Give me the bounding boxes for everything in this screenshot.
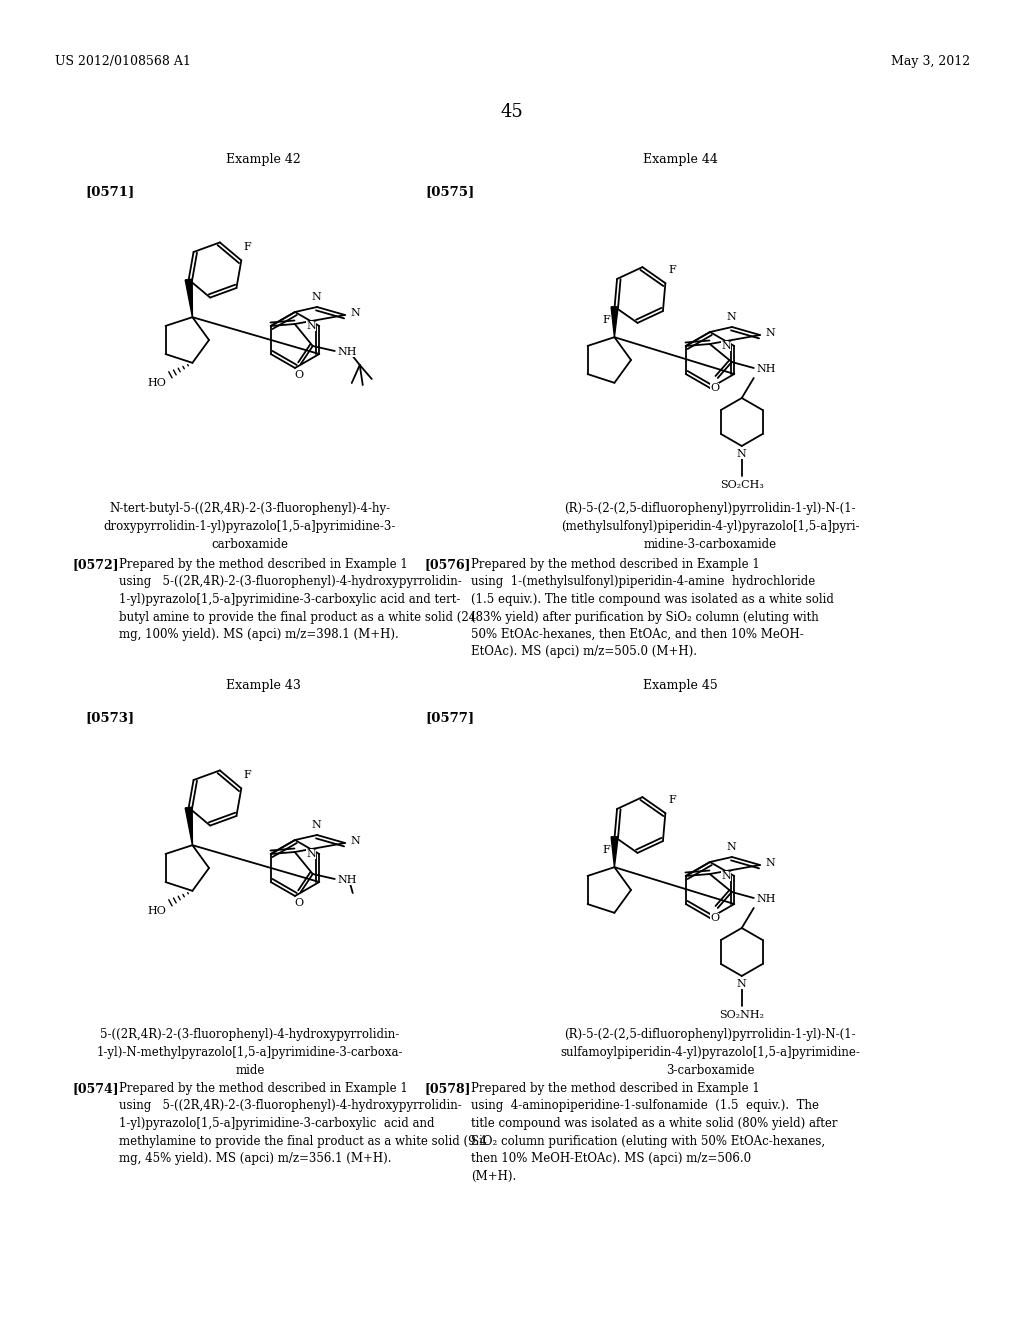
Text: [0577]: [0577] (425, 711, 474, 725)
Text: F: F (603, 315, 610, 325)
Text: N: N (722, 341, 731, 351)
Text: O: O (294, 898, 303, 908)
Text: [0574]: [0574] (73, 1082, 120, 1096)
Text: Example 45: Example 45 (643, 680, 718, 693)
Text: [0576]: [0576] (425, 558, 471, 572)
Text: F: F (244, 243, 251, 252)
Text: 45: 45 (501, 103, 523, 121)
Text: O: O (711, 383, 719, 393)
Text: [0571]: [0571] (85, 186, 134, 198)
Text: [0572]: [0572] (73, 558, 120, 572)
Polygon shape (611, 306, 618, 337)
Text: N: N (311, 820, 321, 830)
Polygon shape (185, 808, 193, 845)
Text: N: N (311, 292, 321, 302)
Text: Prepared by the method described in Example 1
using  1-(methylsulfonyl)piperidin: Prepared by the method described in Exam… (471, 558, 834, 659)
Text: May 3, 2012: May 3, 2012 (891, 55, 970, 69)
Text: Example 44: Example 44 (643, 153, 718, 166)
Text: Example 43: Example 43 (225, 680, 300, 693)
Text: F: F (603, 845, 610, 855)
Text: [0578]: [0578] (425, 1082, 471, 1096)
Text: [0575]: [0575] (425, 186, 474, 198)
Text: (R)-5-(2-(2,5-difluorophenyl)pyrrolidin-1-yl)-N-(1-
sulfamoylpiperidin-4-yl)pyra: (R)-5-(2-(2,5-difluorophenyl)pyrrolidin-… (560, 1028, 860, 1077)
Text: N: N (765, 327, 775, 338)
Polygon shape (185, 280, 193, 317)
Text: F: F (669, 795, 676, 805)
Text: US 2012/0108568 A1: US 2012/0108568 A1 (55, 55, 190, 69)
Text: O: O (711, 913, 719, 923)
Text: 5-((2R,4R)-2-(3-fluorophenyl)-4-hydroxypyrrolidin-
1-yl)-N-methylpyrazolo[1,5-a]: 5-((2R,4R)-2-(3-fluorophenyl)-4-hydroxyp… (96, 1028, 403, 1077)
Text: Prepared by the method described in Example 1
using  4-aminopiperidine-1-sulfona: Prepared by the method described in Exam… (471, 1082, 838, 1183)
Text: SO₂CH₃: SO₂CH₃ (720, 480, 764, 490)
Text: Prepared by the method described in Example 1
using   5-((2R,4R)-2-(3-fluorophen: Prepared by the method described in Exam… (119, 558, 476, 642)
Text: [0573]: [0573] (85, 711, 134, 725)
Text: N: N (765, 858, 775, 869)
Text: (R)-5-(2-(2,5-difluorophenyl)pyrrolidin-1-yl)-N-(1-
(methylsulfonyl)piperidin-4-: (R)-5-(2-(2,5-difluorophenyl)pyrrolidin-… (561, 502, 859, 550)
Text: Example 42: Example 42 (225, 153, 300, 166)
Text: N: N (350, 836, 359, 846)
Text: N: N (726, 312, 736, 322)
Text: N: N (722, 871, 731, 880)
Text: NH: NH (757, 364, 776, 374)
Text: HO: HO (147, 906, 167, 916)
Text: N: N (306, 849, 316, 859)
Polygon shape (611, 837, 618, 867)
Text: Prepared by the method described in Example 1
using   5-((2R,4R)-2-(3-fluorophen: Prepared by the method described in Exam… (119, 1082, 486, 1166)
Text: F: F (244, 771, 251, 780)
Text: N: N (737, 979, 746, 989)
Text: O: O (294, 370, 303, 380)
Text: NH: NH (338, 347, 357, 356)
Text: SO₂NH₂: SO₂NH₂ (719, 1010, 764, 1020)
Text: N: N (306, 321, 316, 331)
Text: N-tert-butyl-5-((2R,4R)-2-(3-fluorophenyl)-4-hy-
droxypyrrolidin-1-yl)pyrazolo[1: N-tert-butyl-5-((2R,4R)-2-(3-fluoropheny… (103, 502, 396, 550)
Text: N: N (350, 308, 359, 318)
Text: N: N (737, 449, 746, 459)
Text: NH: NH (757, 894, 776, 904)
Text: F: F (669, 265, 676, 275)
Text: NH: NH (338, 875, 357, 884)
Text: HO: HO (147, 378, 167, 388)
Text: N: N (726, 842, 736, 851)
